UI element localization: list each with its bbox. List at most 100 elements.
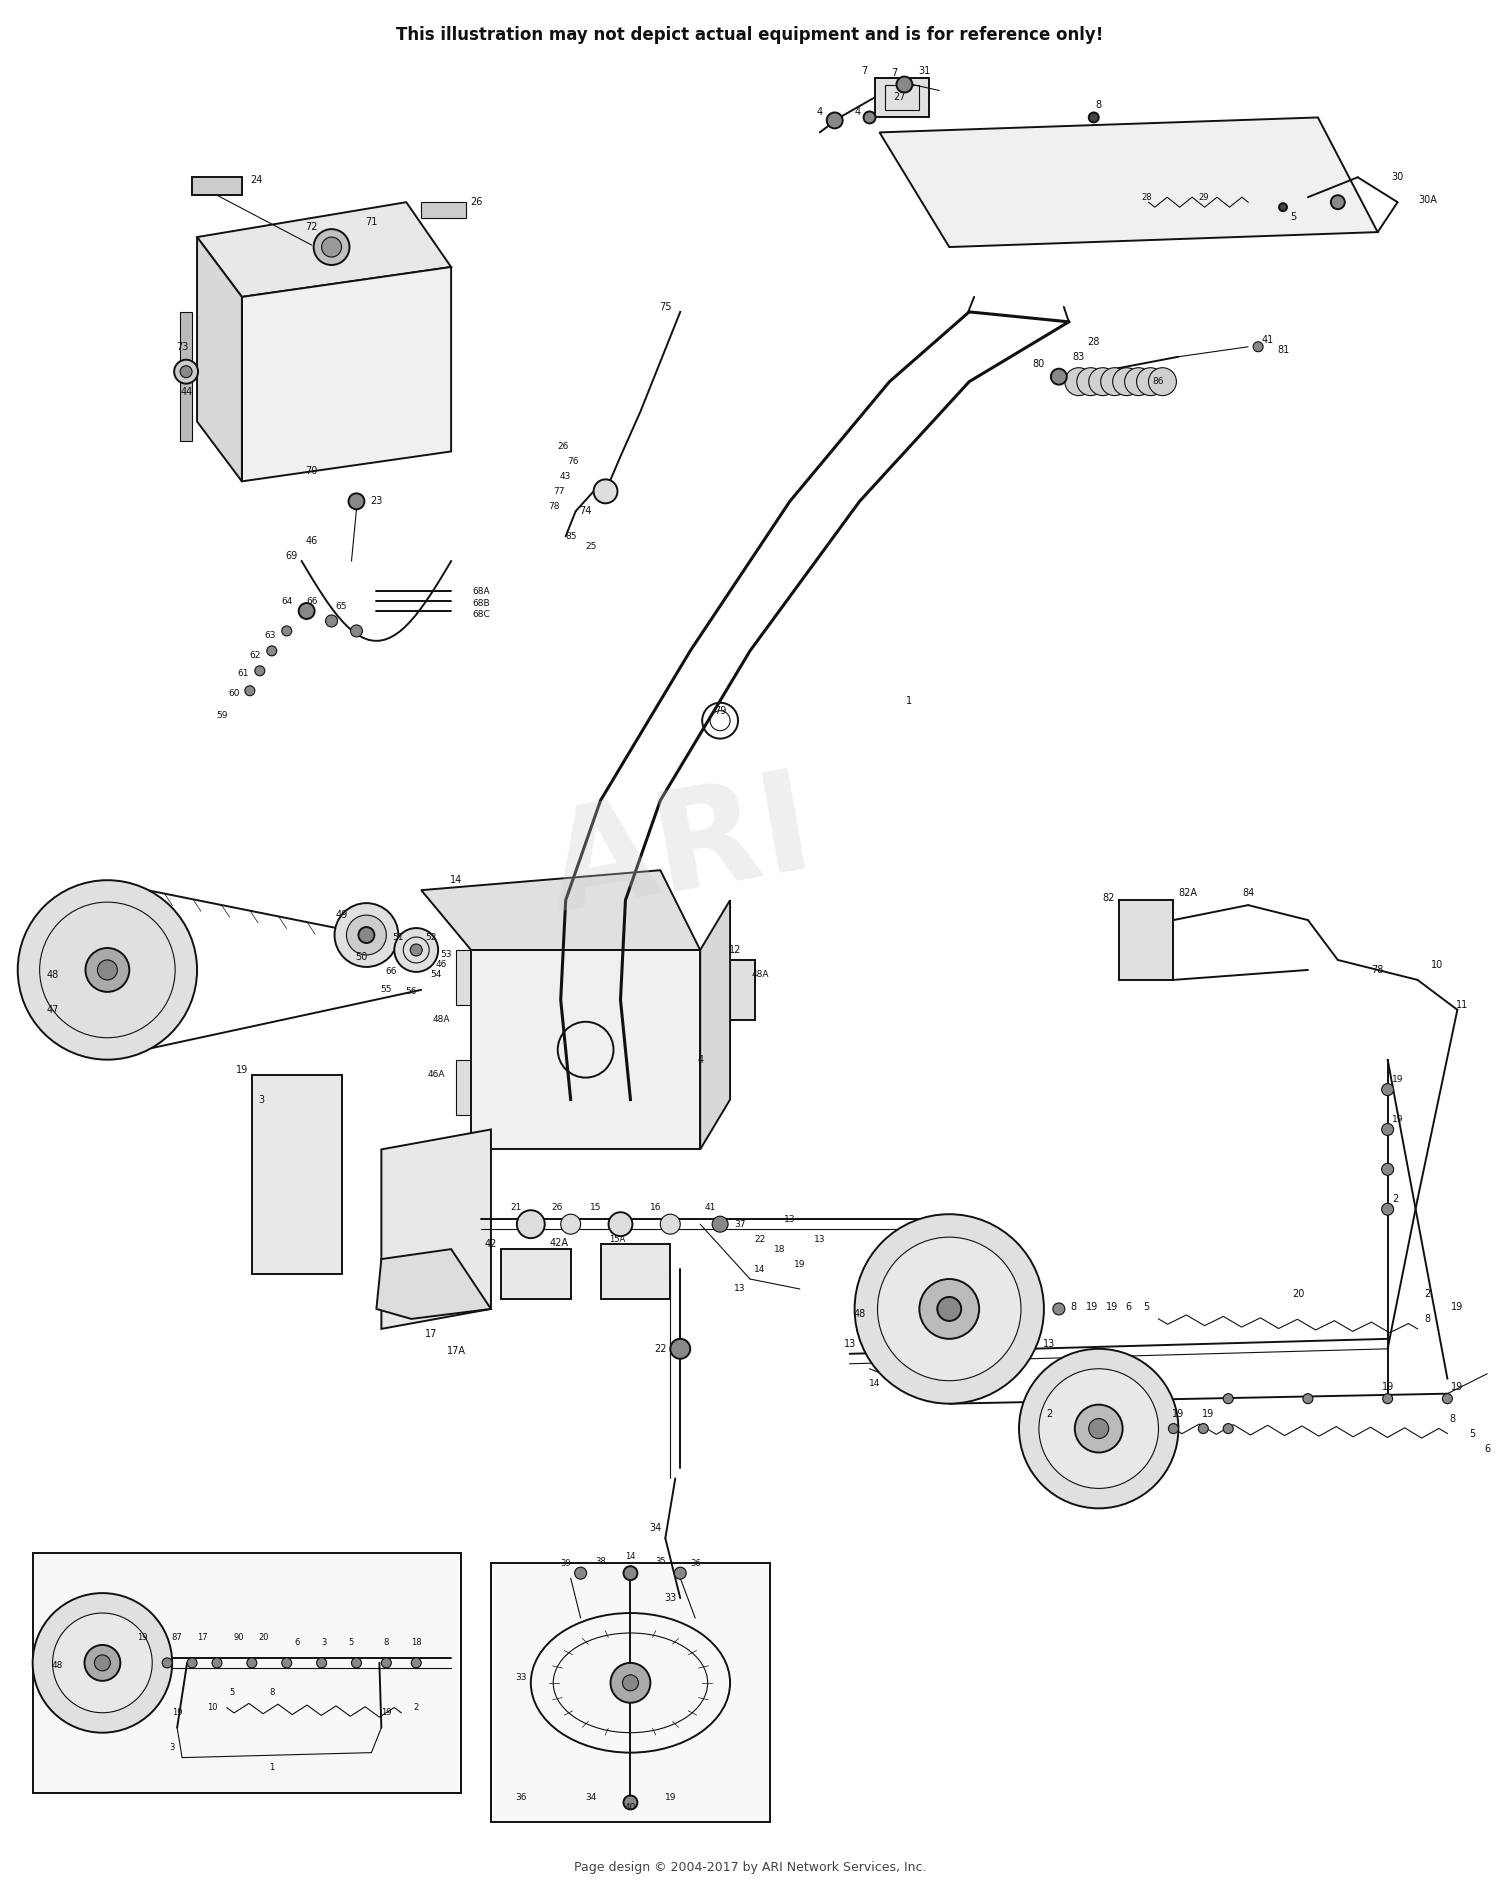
Circle shape: [622, 1674, 639, 1691]
Circle shape: [1053, 1304, 1065, 1315]
Circle shape: [1113, 367, 1140, 395]
Circle shape: [1019, 1349, 1179, 1508]
Polygon shape: [376, 1249, 490, 1319]
Text: 17A: 17A: [447, 1345, 465, 1357]
Bar: [33, 1553, 460, 1792]
Text: 20: 20: [258, 1633, 268, 1642]
Circle shape: [938, 1298, 962, 1321]
Circle shape: [1154, 1394, 1164, 1404]
Text: 59: 59: [216, 711, 228, 721]
Circle shape: [518, 1211, 544, 1237]
Text: 37: 37: [735, 1220, 746, 1228]
Text: 19: 19: [236, 1065, 248, 1075]
Text: 41: 41: [1262, 335, 1274, 344]
Text: 64: 64: [280, 596, 292, 605]
Text: 26: 26: [556, 443, 568, 450]
Bar: [262, 322, 422, 354]
Text: 15: 15: [590, 1203, 602, 1211]
Circle shape: [1198, 1423, 1209, 1434]
Circle shape: [1222, 1394, 1233, 1404]
Circle shape: [610, 1663, 651, 1703]
Circle shape: [174, 359, 198, 384]
Text: 73: 73: [176, 342, 189, 352]
Circle shape: [827, 112, 843, 129]
Circle shape: [855, 1215, 1044, 1404]
Circle shape: [1137, 367, 1164, 395]
Text: 82A: 82A: [1179, 887, 1198, 899]
Text: 79: 79: [714, 706, 726, 715]
Text: 7: 7: [861, 66, 867, 76]
Circle shape: [411, 1657, 422, 1669]
Circle shape: [33, 1593, 172, 1733]
Text: 51: 51: [393, 933, 404, 942]
Circle shape: [86, 948, 129, 991]
Text: 2: 2: [414, 1703, 419, 1712]
Text: 48A: 48A: [752, 971, 768, 980]
Bar: [456, 1060, 476, 1114]
Text: 28: 28: [1088, 337, 1100, 346]
Text: 19: 19: [172, 1708, 183, 1718]
Text: 11: 11: [1456, 999, 1468, 1010]
Circle shape: [267, 645, 278, 657]
Circle shape: [609, 1213, 633, 1235]
Circle shape: [1252, 342, 1263, 352]
Circle shape: [321, 236, 342, 257]
Text: 48: 48: [53, 1661, 63, 1671]
Circle shape: [1330, 195, 1346, 210]
Text: This illustration may not depict actual equipment and is for reference only!: This illustration may not depict actual …: [396, 26, 1104, 44]
Circle shape: [244, 685, 255, 696]
Circle shape: [1101, 367, 1128, 395]
Text: 86: 86: [1152, 377, 1164, 386]
Text: 74: 74: [579, 507, 592, 517]
Circle shape: [1222, 1423, 1233, 1434]
Circle shape: [94, 1656, 111, 1671]
Text: 8: 8: [1071, 1302, 1077, 1311]
Text: 12: 12: [729, 944, 741, 955]
Circle shape: [1304, 1394, 1312, 1404]
Text: 7: 7: [891, 68, 897, 78]
Polygon shape: [242, 267, 452, 481]
Circle shape: [1052, 369, 1066, 384]
Text: 70: 70: [306, 467, 318, 477]
Text: 48: 48: [853, 1309, 865, 1319]
Circle shape: [675, 1567, 686, 1580]
Text: 14: 14: [868, 1379, 880, 1389]
Text: 87: 87: [172, 1633, 183, 1642]
Text: 20: 20: [1292, 1288, 1304, 1300]
Circle shape: [84, 1644, 120, 1680]
Text: 44: 44: [182, 386, 194, 397]
Text: 41: 41: [705, 1203, 716, 1211]
Text: 90: 90: [234, 1633, 244, 1642]
Bar: [885, 85, 920, 110]
Circle shape: [670, 1340, 690, 1358]
Text: 10: 10: [1431, 959, 1443, 971]
Text: 19: 19: [1086, 1302, 1098, 1311]
Text: 4: 4: [816, 108, 824, 117]
Text: 3: 3: [321, 1638, 327, 1648]
Text: 13: 13: [784, 1215, 795, 1224]
Text: 18: 18: [411, 1638, 422, 1648]
Text: 52: 52: [426, 933, 436, 942]
Text: 81: 81: [1276, 344, 1288, 356]
Circle shape: [660, 1215, 681, 1234]
Bar: [262, 361, 422, 394]
Text: 48: 48: [46, 971, 58, 980]
Text: 26: 26: [550, 1203, 562, 1211]
Text: 10: 10: [207, 1703, 218, 1712]
Text: 8: 8: [1449, 1413, 1455, 1423]
Text: 19: 19: [1450, 1302, 1464, 1311]
Text: 50: 50: [356, 952, 368, 961]
Text: 36: 36: [690, 1559, 700, 1568]
Circle shape: [1383, 1394, 1392, 1404]
Circle shape: [282, 1657, 291, 1669]
Text: 78: 78: [1371, 965, 1384, 974]
Circle shape: [624, 1567, 638, 1580]
Polygon shape: [471, 950, 700, 1150]
Text: 14: 14: [626, 1551, 636, 1561]
Circle shape: [1168, 1423, 1179, 1434]
Text: 33: 33: [514, 1673, 526, 1682]
Text: 75: 75: [658, 303, 672, 312]
Text: 13: 13: [815, 1235, 825, 1243]
Polygon shape: [381, 1130, 490, 1328]
Text: 47: 47: [46, 1005, 58, 1014]
